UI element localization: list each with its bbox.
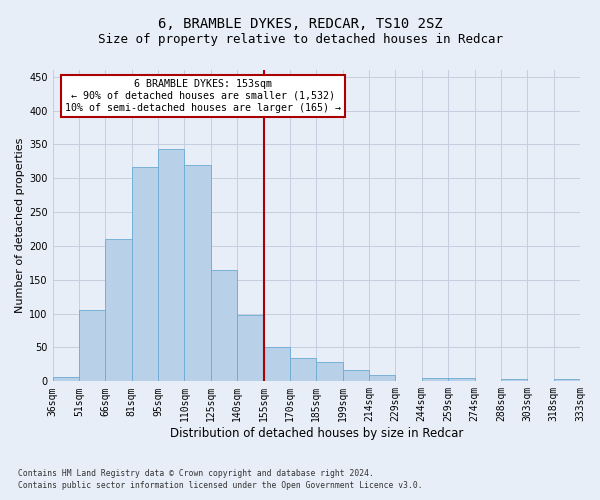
Bar [79,310,106,382]
Bar [184,166,211,382]
Bar [237,315,263,382]
Bar [554,380,580,382]
Text: 6 BRAMBLE DYKES: 153sqm
← 90% of detached houses are smaller (1,532)
10% of semi: 6 BRAMBLE DYKES: 153sqm ← 90% of detache… [65,80,341,112]
Bar [448,378,475,382]
Bar [263,348,290,382]
Bar [132,167,158,382]
Bar [106,239,132,382]
Bar [158,149,184,382]
Bar [290,358,316,382]
Bar [53,376,79,382]
Bar [369,375,395,382]
Text: Contains public sector information licensed under the Open Government Licence v3: Contains public sector information licen… [18,481,422,490]
Bar [501,380,527,382]
Bar [422,378,448,382]
Bar [211,270,237,382]
X-axis label: Distribution of detached houses by size in Redcar: Distribution of detached houses by size … [170,427,463,440]
Text: Contains HM Land Registry data © Crown copyright and database right 2024.: Contains HM Land Registry data © Crown c… [18,468,374,477]
Bar [343,370,369,382]
Y-axis label: Number of detached properties: Number of detached properties [15,138,25,314]
Text: Size of property relative to detached houses in Redcar: Size of property relative to detached ho… [97,32,503,46]
Text: 6, BRAMBLE DYKES, REDCAR, TS10 2SZ: 6, BRAMBLE DYKES, REDCAR, TS10 2SZ [158,18,442,32]
Bar [316,362,343,382]
